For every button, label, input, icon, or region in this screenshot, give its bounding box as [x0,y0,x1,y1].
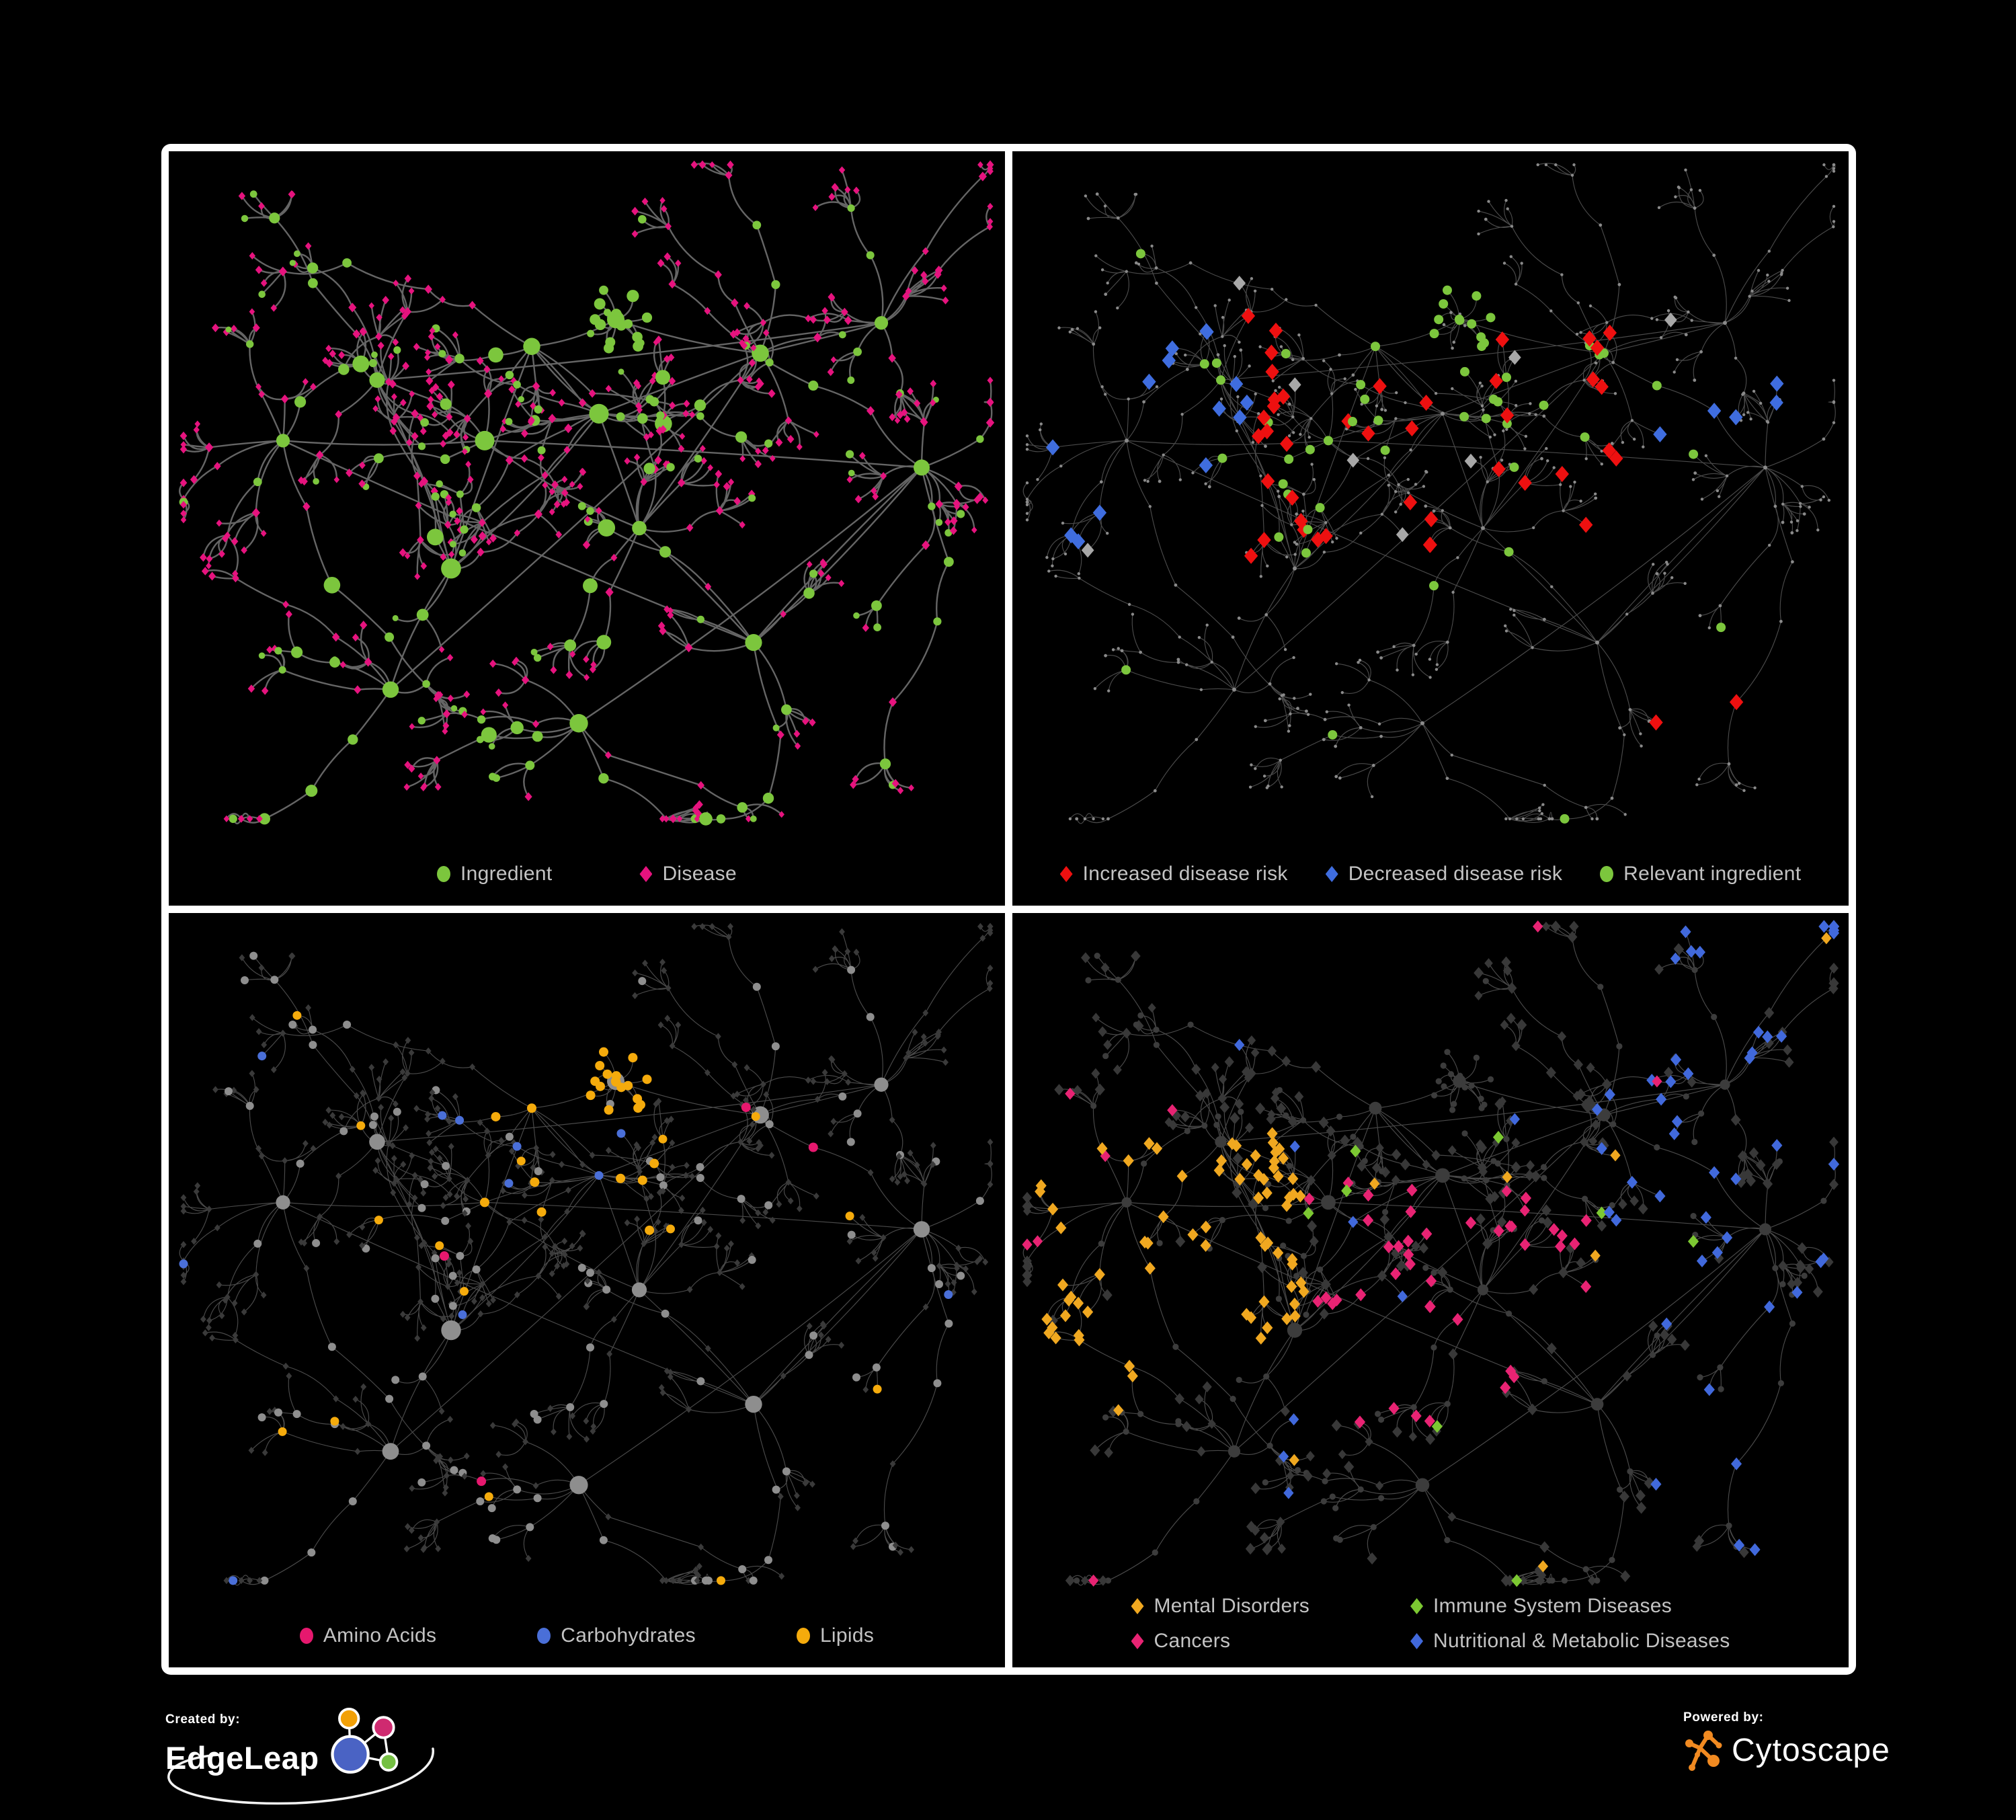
edgeleap-brandrow: EdgeLeap [165,1707,434,1805]
mental-disorders-marker-icon [1131,1598,1144,1614]
legend-label: Decreased disease risk [1348,863,1563,885]
created-by-label: Created by: [165,1712,241,1727]
legend-label: Lipids [819,1624,875,1647]
legend-item-mental-disorders: Mental Disorders [1131,1595,1310,1618]
amino-acids-marker-icon [299,1628,313,1644]
powered-by-label: Powered by: [1683,1710,1764,1725]
panel-disease-risk: Increased disease risk Decreased disease… [1012,151,1849,906]
relevant-ingredient-marker-icon [1600,866,1614,882]
legend-label: Carbohydrates [561,1624,696,1647]
panel-nutrient-classes: Amino Acids Carbohydrates Lipids [169,913,1005,1667]
decreased-risk-marker-icon [1325,866,1338,882]
disease-risk-network-graph [1022,163,1836,824]
legend-item-cancers: Cancers [1131,1630,1310,1653]
edgeleap-logo-icon [330,1707,398,1774]
legend-label: Cancers [1154,1630,1231,1652]
legend-label: Nutritional & Metabolic Diseases [1433,1630,1730,1652]
ingredient-disease-network-graph [179,160,995,826]
created-by-credit: Created by: EdgeLeap [165,1707,434,1805]
disease-marker-icon [639,866,653,882]
legend-label: Relevant ingredient [1623,863,1802,885]
panel-disease-classes: Mental Disorders Immune System Diseases … [1012,913,1849,1667]
legend-label: Immune System Diseases [1433,1595,1672,1617]
legend-item-relevant-ingredient: Relevant ingredient [1600,863,1801,885]
ingredient-marker-icon [437,866,451,882]
nutritional-metabolic-marker-icon [1410,1633,1424,1649]
cancers-marker-icon [1131,1633,1144,1649]
disease-class-network-graph [1022,920,1840,1587]
legend-item-decreased-risk: Decreased disease risk [1325,863,1563,885]
cytoscape-brandrow: Cytoscape [1683,1729,1890,1772]
legend-item-carbohydrates: Carbohydrates [537,1624,696,1647]
nutrient-class-network-graph [179,922,994,1586]
legend-item-nutritional-metabolic: Nutritional & Metabolic Diseases [1410,1630,1730,1653]
lipids-marker-icon [796,1628,810,1644]
edgeleap-brand-text: EdgeLeap [165,1739,319,1776]
panel-grid: Ingredient Disease Increased disease ris… [161,144,1856,1675]
legend-item-disease: Disease [639,863,737,885]
legend-disease-classes: Mental Disorders Immune System Diseases … [1012,1595,1849,1653]
legend-label: Increased disease risk [1082,863,1288,885]
edgeleap-swoosh-icon [167,1747,434,1805]
immune-diseases-marker-icon [1410,1598,1424,1614]
legend-item-ingredient: Ingredient [437,863,552,885]
legend-label: Amino Acids [323,1624,437,1647]
increased-risk-marker-icon [1059,866,1073,882]
powered-by-credit: Powered by: Cytoscape [1683,1710,1890,1772]
cytoscape-logo-icon [1685,1731,1722,1771]
legend-ingredient-disease: Ingredient Disease [169,863,1005,885]
legend-label: Disease [662,863,737,885]
legend-item-immune-system-diseases: Immune System Diseases [1410,1595,1730,1618]
legend-nutrient-classes: Amino Acids Carbohydrates Lipids [169,1624,1005,1647]
carbohydrates-marker-icon [537,1628,551,1644]
legend-item-lipids: Lipids [796,1624,875,1647]
legend-disease-risk: Increased disease risk Decreased disease… [1012,863,1849,885]
legend-item-amino-acids: Amino Acids [299,1624,437,1647]
panel-ingredient-disease: Ingredient Disease [169,151,1005,906]
cytoscape-brand-text: Cytoscape [1732,1733,1890,1768]
legend-label: Ingredient [460,863,553,885]
legend-item-increased-risk: Increased disease risk [1059,863,1288,885]
legend-label: Mental Disorders [1154,1595,1310,1617]
